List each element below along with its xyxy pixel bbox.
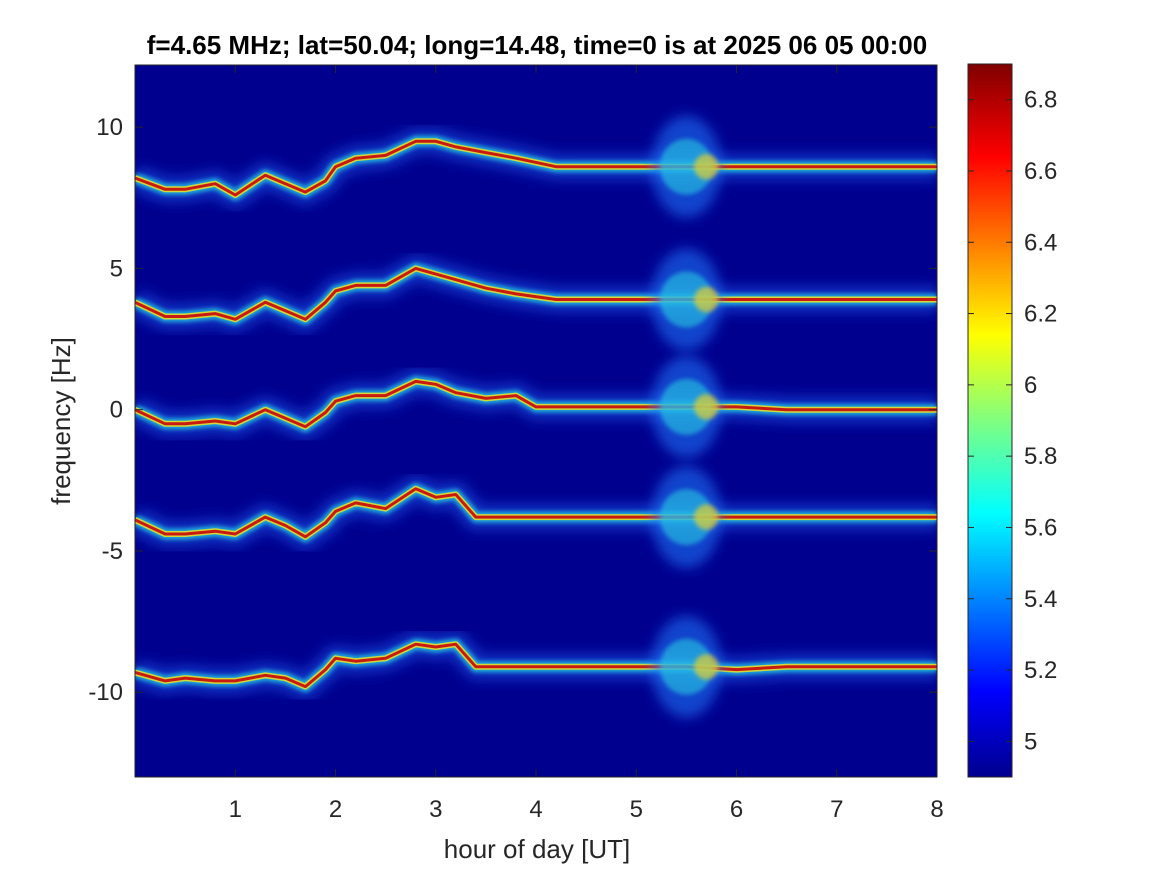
burst-peak xyxy=(694,654,719,680)
x-tick-label: 5 xyxy=(630,796,643,823)
x-tick-label: 1 xyxy=(229,796,242,823)
y-axis-label: frequency [Hz] xyxy=(46,337,76,505)
burst-core xyxy=(660,271,713,328)
burst-peak xyxy=(694,286,719,313)
burst-core xyxy=(660,638,713,695)
y-tick-label: -10 xyxy=(88,679,123,706)
x-tick-label: 6 xyxy=(730,796,743,823)
x-tick-label: 7 xyxy=(830,796,843,823)
x-axis-label: hour of day [UT] xyxy=(444,834,630,864)
colorbar-tick-label: 6 xyxy=(1024,372,1037,399)
x-tick-label: 4 xyxy=(529,796,542,823)
x-tick-label: 2 xyxy=(329,796,342,823)
y-tick-label: 5 xyxy=(110,255,123,282)
chart-title: f=4.65 MHz; lat=50.04; long=14.48, time=… xyxy=(147,30,927,60)
colorbar-tick-label: 5.4 xyxy=(1024,586,1057,613)
burst-peak xyxy=(694,154,719,180)
y-axis-ticks: 10 5 0 -5 -10 xyxy=(88,114,937,706)
burst-core xyxy=(660,378,713,435)
trace-line xyxy=(135,487,937,539)
colorbar-tick-label: 6.2 xyxy=(1024,301,1057,328)
colorbar-tick-label: 5.2 xyxy=(1024,657,1057,684)
trace-line xyxy=(135,139,937,197)
heatmap-layer xyxy=(135,115,937,718)
y-tick-label: 0 xyxy=(110,397,123,424)
trace-line xyxy=(135,642,937,689)
trace-line xyxy=(135,379,937,429)
burst-peak xyxy=(694,504,719,530)
colorbar-tick-label: 5.8 xyxy=(1024,443,1057,470)
colorbar-tick-label: 5.6 xyxy=(1024,514,1057,541)
colorbar-tick-label: 6.6 xyxy=(1024,158,1057,185)
y-tick-label: 10 xyxy=(96,114,123,141)
x-tick-label: 3 xyxy=(429,796,442,823)
colorbar-tick-label: 6.8 xyxy=(1024,87,1057,114)
x-tick-label: 8 xyxy=(930,796,943,823)
colorbar-tick-label: 5 xyxy=(1024,728,1037,755)
colorbar xyxy=(967,63,1013,778)
x-axis-ticks: 1 2 3 4 5 6 7 8 xyxy=(229,65,944,823)
colorbar-ticks: 6.8 6.6 6.4 6.2 6 5.8 5.6 5.4 5.2 5 xyxy=(968,87,1057,755)
colorbar-tick-label: 6.4 xyxy=(1024,229,1057,256)
y-tick-label: -5 xyxy=(102,538,123,565)
burst-core xyxy=(660,138,713,195)
burst-core xyxy=(660,489,713,546)
trace-line xyxy=(135,266,937,321)
burst-peak xyxy=(694,394,719,420)
